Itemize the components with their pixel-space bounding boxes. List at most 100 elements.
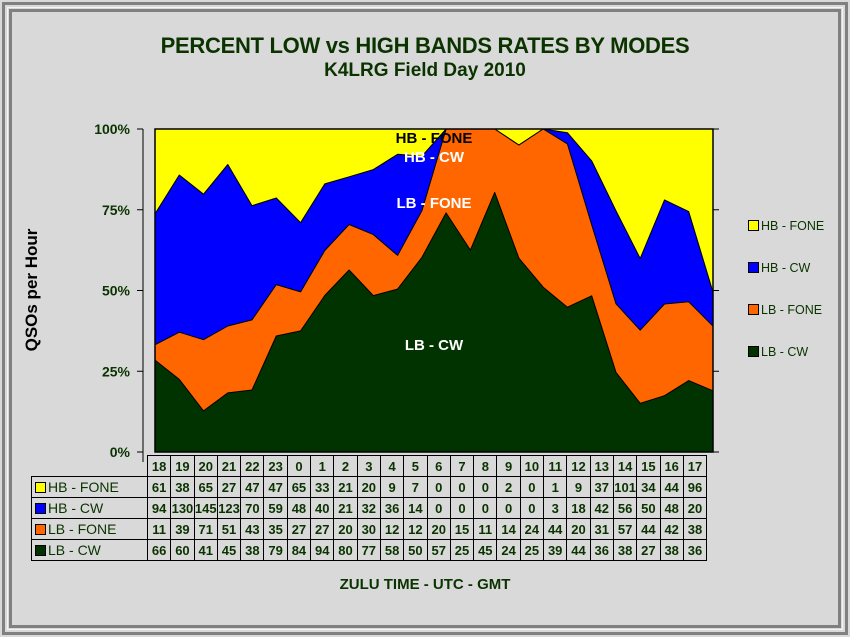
legend-swatch: [748, 220, 759, 231]
table-cell: 65: [286, 476, 312, 498]
x-tick-label: 3: [356, 455, 381, 477]
table-row: LB - CW 66 60 41 45 38 79 84 94 80 77 58 50 57 25 45 24 2…: [31, 539, 708, 561]
table-cell: 38: [170, 476, 195, 498]
table-cell: 70: [240, 497, 265, 519]
table-cell: 80: [333, 539, 358, 561]
table-cell: 24: [519, 518, 545, 540]
table-cell: 44: [636, 518, 661, 540]
table-cell: 0: [426, 476, 451, 498]
x-tick-label: 2: [333, 455, 358, 477]
table-cell: 38: [682, 518, 708, 540]
table-cell: 18: [566, 497, 591, 519]
legend-swatch: [748, 346, 759, 357]
chart-title: PERCENT LOW vs HIGH BANDS RATES BY MODES: [160, 33, 690, 58]
table-cell: 39: [543, 539, 568, 561]
table-cell: 27: [286, 518, 312, 540]
table-cell: 130: [170, 497, 195, 519]
x-tick-label: 22: [240, 455, 265, 477]
table-cell: 36: [589, 539, 614, 561]
table-cell: 41: [193, 539, 218, 561]
table-row: HB - FONE 61 38 65 27 47 47 65 33 21 20 9 7 0 0 0 2 0 1 9 37…: [31, 476, 708, 498]
series-name: LB - FONE: [48, 521, 117, 537]
legend-swatch: [748, 304, 759, 315]
table-row-header: LB - FONE: [31, 518, 148, 540]
y-tick-label: 75%: [102, 202, 131, 218]
legend-item: HB - CW: [748, 261, 810, 275]
table-cell: 33: [310, 476, 335, 498]
table-cell: 27: [636, 539, 661, 561]
legend-label: LB - FONE: [761, 303, 823, 317]
table-cell: 57: [426, 539, 451, 561]
table-cell: 0: [519, 497, 545, 519]
x-tick-label: 20: [193, 455, 218, 477]
legend-swatch: [748, 262, 759, 273]
table-corner: [32, 456, 148, 477]
table-cell: 37: [589, 476, 614, 498]
table-cell: 0: [519, 476, 545, 498]
area-label: HB - CW: [404, 149, 465, 166]
x-tick-label: 18: [146, 455, 172, 477]
table-cell: 48: [286, 497, 312, 519]
series-name: HB - CW: [48, 500, 104, 516]
x-tick-label: 8: [473, 455, 498, 477]
table-cell: 77: [356, 539, 381, 561]
table-cell: 7: [403, 476, 428, 498]
table-cell: 20: [356, 476, 381, 498]
table-cell: 38: [240, 539, 265, 561]
x-tick-label: 7: [449, 455, 475, 477]
table-cell: 31: [589, 518, 614, 540]
table-cell: 38: [659, 539, 684, 561]
x-tick-label: 0: [286, 455, 312, 477]
x-tick-label: 16: [659, 455, 684, 477]
series-name: HB - FONE: [48, 479, 119, 495]
x-tick-label: 17: [682, 455, 708, 477]
table-cell: 32: [356, 497, 381, 519]
table-cell: 61: [146, 476, 172, 498]
chart-subtitle: K4LRG Field Day 2010: [324, 60, 526, 81]
table-cell: 11: [146, 518, 172, 540]
table-cell: 0: [473, 476, 498, 498]
table-cell: 45: [216, 539, 242, 561]
table-cell: 21: [333, 497, 358, 519]
table-cell: 14: [403, 497, 428, 519]
table-cell: 0: [449, 497, 475, 519]
legend-item: HB - FONE: [748, 219, 824, 233]
table-cell: 36: [682, 539, 708, 561]
table-cell: 25: [519, 539, 545, 561]
table-cell: 20: [333, 518, 358, 540]
table-cell: 42: [589, 497, 614, 519]
legend-swatch: [35, 545, 46, 556]
x-tick-label: 21: [216, 455, 242, 477]
table-cell: 12: [403, 518, 428, 540]
legend-swatch: [35, 524, 46, 535]
table-cell: 47: [263, 476, 288, 498]
x-tick-label: 15: [636, 455, 661, 477]
table-cell: 94: [146, 497, 172, 519]
table-row-header: LB - CW: [31, 539, 148, 561]
x-tick-label: 11: [543, 455, 568, 477]
area-label: LB - FONE: [397, 195, 472, 212]
table-cell: 71: [193, 518, 218, 540]
table-cell: 57: [612, 518, 638, 540]
y-tick-label: 0%: [110, 444, 131, 460]
table-cell: 84: [286, 539, 312, 561]
table-cell: 47: [240, 476, 265, 498]
table-cell: 66: [146, 539, 172, 561]
table-cell: 24: [496, 539, 521, 561]
table-cell: 0: [473, 497, 498, 519]
table-cell: 15: [449, 518, 475, 540]
table-cell: 34: [636, 476, 661, 498]
legend-label: HB - FONE: [761, 219, 825, 233]
table-cell: 50: [403, 539, 428, 561]
frame-border-mid: [7, 7, 843, 630]
x-tick-label: 6: [426, 455, 451, 477]
table-cell: 27: [216, 476, 242, 498]
x-axis-label: ZULU TIME - UTC - GMT: [339, 576, 511, 593]
table-row: LB - FONE 11 39 71 51 43 35 27 27 20 30 12 12 20 15 11 1…: [31, 518, 708, 540]
table-cell: 14: [496, 518, 521, 540]
table-cell: 59: [263, 497, 288, 519]
table-cell: 60: [170, 539, 195, 561]
table-cell: 42: [659, 518, 684, 540]
table-cell: 11: [473, 518, 498, 540]
